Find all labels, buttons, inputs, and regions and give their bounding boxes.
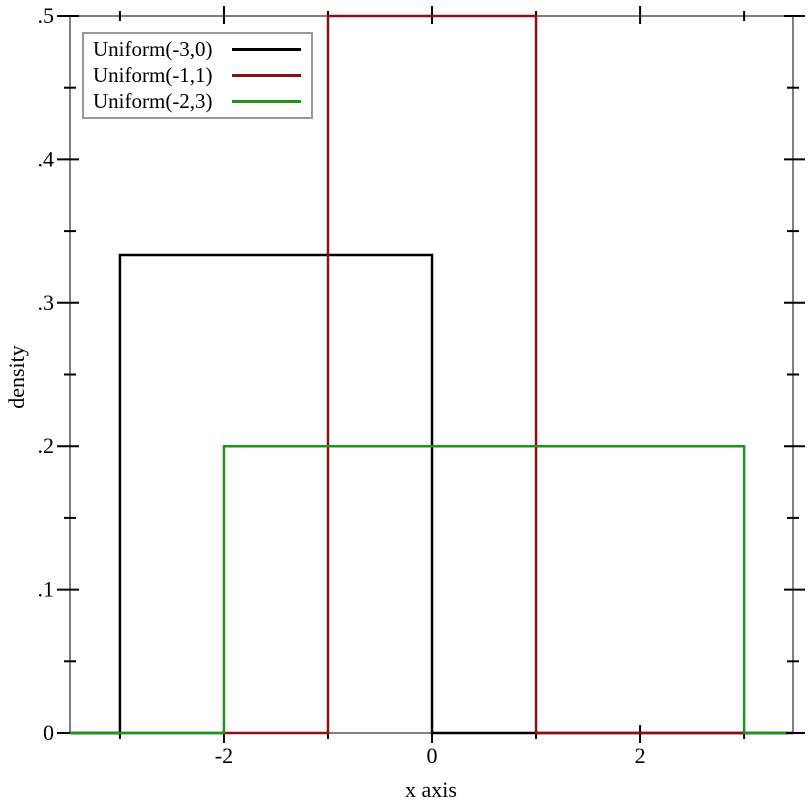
legend-line-sample (232, 74, 301, 77)
legend-item: Uniform(-1,1) (93, 63, 301, 88)
legend-label: Uniform(-3,0) (93, 37, 213, 61)
y-tick-label: 0 (43, 720, 54, 745)
legend-line-sample (232, 100, 301, 103)
legend-item: Uniform(-3,0) (93, 37, 301, 62)
legend-label: Uniform(-1,1) (93, 63, 213, 87)
legend-line-sample (232, 48, 301, 51)
x-tick-label: 2 (635, 743, 646, 768)
x-tick-label: -2 (215, 743, 233, 768)
x-tick-label: 0 (427, 743, 438, 768)
series-line-0 (70, 253, 793, 735)
legend-item: Uniform(-2,3) (93, 89, 301, 114)
y-tick-label: .2 (38, 433, 55, 458)
y-tick-label: .5 (38, 3, 55, 28)
series-line-1 (70, 14, 786, 735)
y-tick-label: .3 (38, 290, 55, 315)
legend-label: Uniform(-2,3) (93, 89, 213, 113)
series-line-2 (70, 444, 786, 735)
y-tick-label: .4 (38, 146, 55, 171)
legend: Uniform(-3,0) Uniform(-1,1) Uniform(-2,3… (82, 32, 313, 119)
y-tick-label: .1 (38, 577, 55, 602)
y-axis-title: density (4, 345, 29, 409)
x-axis-title: x axis (405, 777, 457, 802)
